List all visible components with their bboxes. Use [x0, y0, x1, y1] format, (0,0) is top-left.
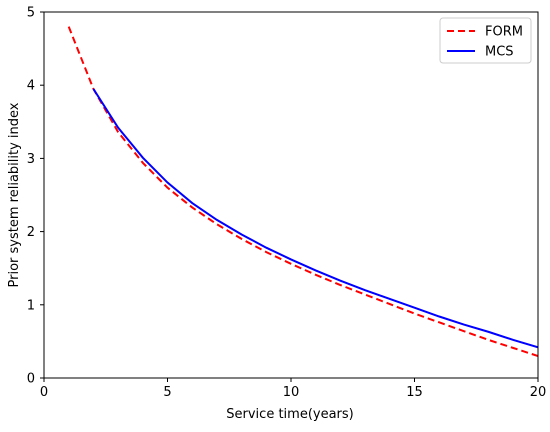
chart-legend: FORM MCS	[439, 17, 532, 64]
y-tick-label: 4	[27, 79, 35, 94]
x-tick-label: 15	[406, 385, 423, 400]
chart-axes: 0 5 10 15 20 0 1 2 3 4 5	[27, 6, 547, 401]
y-tick-label: 5	[27, 6, 35, 21]
x-tick-label: 20	[530, 385, 547, 400]
legend-label-mcs: MCS	[485, 45, 514, 60]
plot-frame	[43, 11, 539, 379]
y-tick-label: 3	[27, 152, 35, 167]
y-tick-label: 2	[27, 225, 35, 240]
y-axis-label: Prior system reliability index	[7, 102, 22, 287]
legend-label-form: FORM	[485, 25, 523, 40]
x-axis-label: Service time(years)	[226, 407, 353, 422]
x-tick-label: 0	[40, 385, 48, 400]
y-tick-label: 0	[27, 372, 35, 387]
series-line-mcs	[92, 88, 538, 349]
y-tick-label: 1	[27, 298, 35, 313]
chart-marks	[67, 26, 538, 357]
x-tick-label: 5	[163, 385, 171, 400]
x-tick-label: 10	[283, 385, 300, 400]
series-line-form	[67, 26, 538, 357]
